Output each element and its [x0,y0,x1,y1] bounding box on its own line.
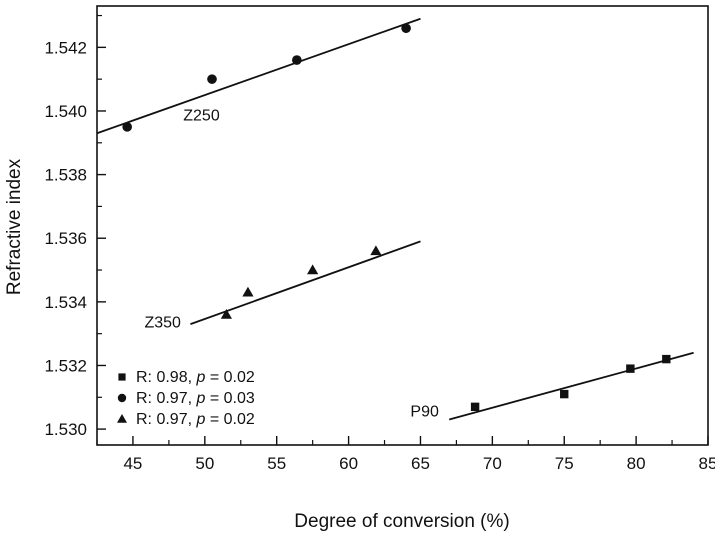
y-tick-label: 1.542 [44,38,87,57]
y-tick-label: 1.532 [44,356,87,375]
legend-entry: R: 0.97, p = 0.03 [136,390,255,407]
legend-marker-triangle [117,414,127,423]
series-labels: Z250 Z350 P90 [144,108,439,421]
x-tick-label: 50 [195,454,214,473]
data-point-p90 [470,402,480,412]
fit-line-z350 [190,240,421,325]
fit-line-z250 [96,17,421,135]
data-point-p90 [560,389,569,399]
y-tick-label: 1.540 [44,102,87,121]
y-tick-label: 1.536 [44,229,87,248]
y-tick-label: 1.534 [44,293,87,312]
x-tick-label: 60 [339,454,358,473]
x-tick-label: 65 [411,454,430,473]
data-point-z250 [292,55,302,65]
data-point-z350 [370,245,382,256]
y-tick-label: 1.530 [44,420,87,439]
x-tick-label: 75 [555,454,574,473]
series-label-z250: Z250 [183,108,220,125]
data-point-z250 [122,122,132,132]
data-point-p90 [662,354,671,364]
data-point-z250 [207,74,217,84]
series-label-p90: P90 [410,403,439,420]
plot-area-frame [96,5,709,446]
data-points [122,23,671,412]
fit-line-p90 [448,351,694,421]
x-tick-label: 70 [483,454,502,473]
x-tick-label: 55 [267,454,286,473]
legend-marker-square [118,373,126,381]
data-point-z350 [307,264,319,275]
x-axis-title: Degree of conversion (%) [294,511,509,532]
y-tick-label: 1.538 [44,166,87,185]
y-axis-title: Refractive index [4,158,25,295]
legend: R: 0.98, p = 0.02 R: 0.97, p = 0.03 R: 0.9… [117,369,255,428]
x-tick-label: 85 [699,454,715,473]
data-point-p90 [626,364,635,373]
y-axis-ticks: 1.530 1.532 1.534 1.536 1.538 1.540 1.542 [44,14,106,439]
data-point-z350 [220,308,232,319]
x-tick-label: 45 [123,454,142,473]
legend-marker-circle [117,393,127,403]
series-label-z350: Z350 [144,314,181,331]
legend-entry: R: 0.98, p = 0.02 [136,369,255,386]
data-point-z350 [242,286,254,297]
x-axis-ticks: 45 50 55 60 65 70 75 80 85 [96,436,715,473]
x-tick-label: 80 [627,454,646,473]
legend-entry: R: 0.97, p = 0.02 [136,411,255,428]
fit-lines [96,17,694,421]
data-point-z250 [401,23,411,34]
